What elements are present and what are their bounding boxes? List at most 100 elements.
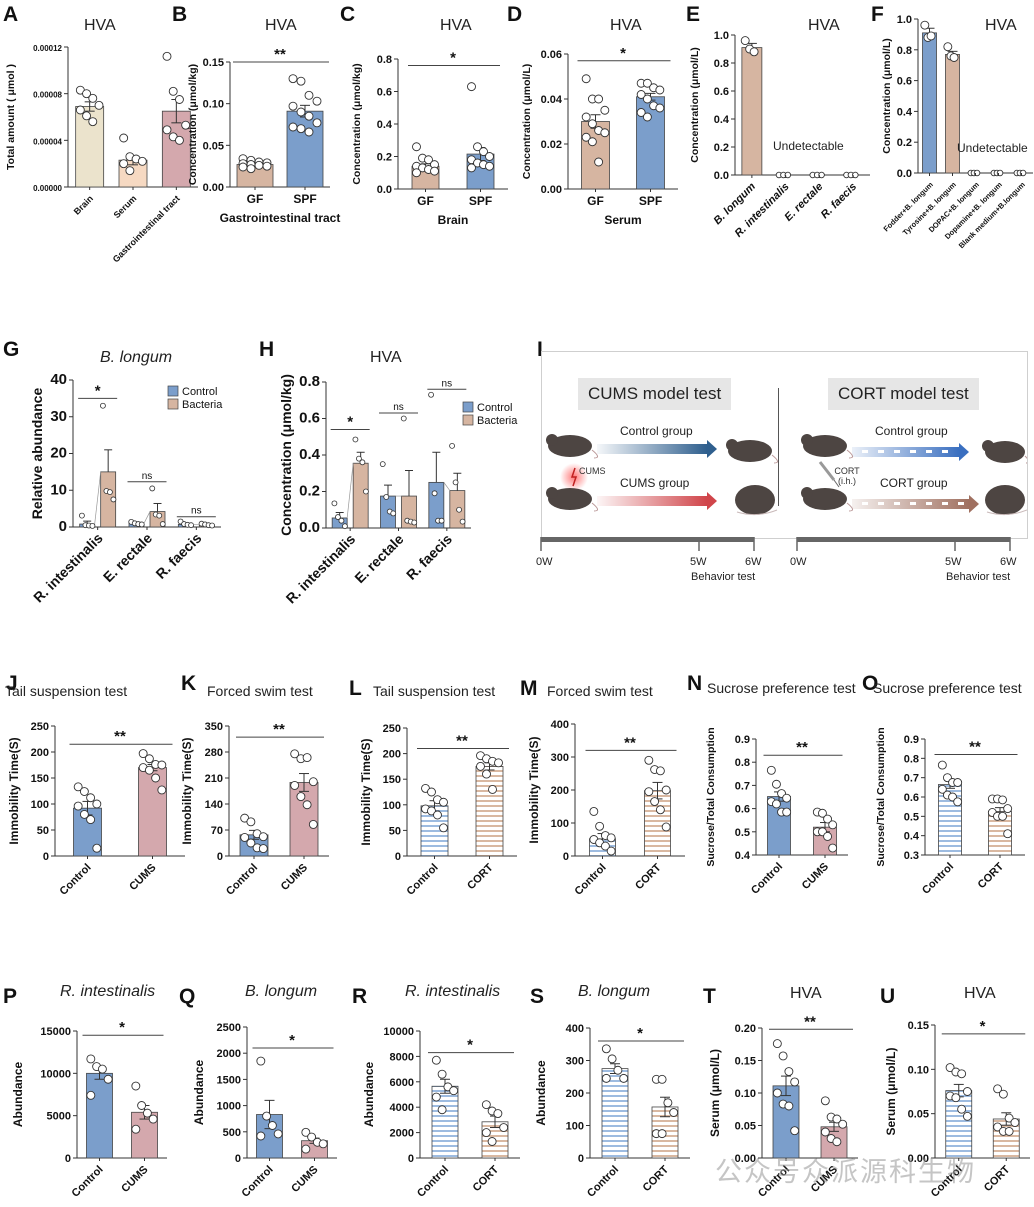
data-point (993, 1122, 1003, 1132)
y-tick-label: 0.10 (735, 1088, 756, 1100)
y-tick-label: 250 (383, 723, 401, 735)
chart-g: B. longum 0 10 20 30 40 Relative abundance R. i… (29, 349, 223, 605)
y-tick-label: 0.8 (714, 58, 729, 70)
data-point (304, 90, 314, 100)
data-point (937, 760, 947, 770)
data-point (288, 122, 298, 132)
significance-label: ** (969, 738, 981, 755)
data-point (479, 147, 488, 157)
data-point (137, 1101, 147, 1110)
significance-label: ns (142, 471, 153, 482)
significance-label: ** (274, 46, 286, 63)
data-point (379, 461, 386, 468)
data-point (655, 805, 665, 815)
y-tick-label: 2500 (217, 1022, 241, 1034)
y-axis-label: Total amount ( μmol ) (5, 64, 17, 170)
data-point (600, 128, 610, 138)
data-point (476, 761, 485, 771)
y-tick-label: 40 (50, 371, 67, 388)
data-point (288, 74, 298, 84)
data-point (594, 94, 604, 104)
data-point (661, 822, 671, 832)
significance-label: * (620, 45, 626, 62)
cort-timeline-6w: 6W (1000, 556, 1017, 568)
data-point (661, 785, 671, 795)
data-point (92, 843, 102, 853)
data-point (318, 1139, 328, 1149)
y-tick-label: 280 (205, 747, 223, 759)
y-tick-label: 50 (389, 825, 401, 837)
data-point (356, 455, 362, 462)
data-point (119, 159, 129, 169)
data-point (778, 1051, 788, 1061)
y-tick-label: 10000 (40, 1068, 71, 1080)
y-tick-label: 20 (50, 445, 67, 462)
x-tick-label: GF (417, 194, 434, 208)
data-point (88, 117, 98, 127)
panel-label-k: K (181, 672, 197, 695)
chart-title: Tail suspension test (373, 683, 495, 699)
y-tick-label: 6000 (390, 1077, 414, 1089)
data-point (157, 785, 167, 795)
annotation-undetectable: Undetectable (957, 141, 1028, 155)
data-point (494, 758, 503, 768)
data-point (951, 1093, 961, 1103)
x-tick-label: CORT (982, 1163, 1013, 1194)
data-point (430, 166, 439, 176)
y-tick-label: 100 (566, 1121, 584, 1133)
cort-group-label: CORT group (880, 476, 948, 490)
x-tick-label: Brain (72, 193, 95, 216)
data-point (390, 510, 397, 517)
cort-timeline-5w: 5W (945, 556, 962, 568)
data-point (131, 1081, 141, 1091)
x-tick-label: GF (587, 194, 604, 208)
y-tick-label: 0.05 (735, 1121, 756, 1133)
data-point (606, 846, 616, 856)
bar (352, 462, 369, 529)
data-point (86, 1090, 96, 1100)
data-point (174, 95, 184, 104)
data-point (832, 1137, 842, 1147)
mouse-icon-depressed (735, 485, 778, 516)
data-point (818, 171, 825, 179)
data-point (383, 494, 390, 500)
data-point (481, 1100, 491, 1110)
data-point (110, 496, 117, 503)
y-tick-label: 200 (566, 1088, 584, 1100)
legend-label: Bacteria (477, 415, 518, 427)
y-axis-label: Serum (μmol/L) (708, 1049, 722, 1137)
y-tick-label: 0.4 (904, 831, 920, 843)
data-point (998, 1089, 1008, 1099)
data-point (790, 1077, 800, 1087)
x-tick-label: CUMS (119, 1164, 150, 1195)
cort-timeline-0w: 0W (790, 556, 807, 568)
chart-r: R. intestinalis 0 2000 4000 6000 8000 10000 Abu… (362, 983, 520, 1200)
chart-title: HVA (985, 17, 1017, 34)
significance-label: ** (796, 739, 808, 756)
data-point (589, 807, 599, 816)
data-point (790, 1126, 800, 1136)
cort-behavior-test: Behavior test (946, 571, 1011, 583)
y-tick-label: 0.00 (735, 1153, 756, 1165)
data-point (258, 832, 268, 842)
data-point (485, 152, 494, 161)
data-point (949, 53, 959, 62)
cort-timeline-bar (796, 537, 1011, 551)
chart-h: HVA 0.0 0.2 0.4 0.6 0.8 Concentration (μmol/kg… (278, 349, 518, 606)
y-tick-label: 0.00000 (33, 184, 62, 193)
significance-label: * (289, 1032, 295, 1049)
data-point (296, 107, 306, 117)
chart-title: HVA (370, 349, 402, 366)
data-point (290, 780, 300, 790)
mouse-icon (801, 487, 853, 512)
bar (945, 54, 960, 174)
significance-label: * (980, 1018, 986, 1035)
y-tick-label: 10 (50, 481, 67, 498)
data-point (920, 20, 930, 30)
data-point (642, 78, 652, 88)
data-point (600, 105, 610, 115)
cums-control-label: Control group (620, 424, 693, 438)
y-tick-label: 0.2 (714, 142, 729, 154)
x-tick-label: Control (239, 1164, 275, 1200)
legend-swatch (167, 385, 179, 397)
